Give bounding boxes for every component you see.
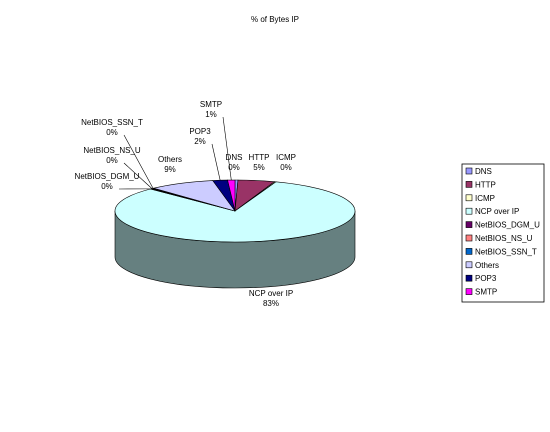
legend-label: NCP over IP [475, 207, 519, 216]
data-label-percent: 0% [280, 163, 292, 172]
data-label-name: Others [158, 155, 182, 164]
legend-swatch [465, 234, 473, 242]
legend-swatch [465, 248, 473, 255]
legend-item-ncp-over-ip: NCP over IP [465, 207, 519, 216]
legend-swatch [465, 207, 473, 215]
leader-line-netbios-ns-u [123, 162, 153, 189]
legend: DNS HTTP ICMP NCP over IP NetBIOS_DGM_U NetBI… [461, 163, 545, 303]
data-label-netbios-ssn-t: NetBIOS_SSN_T0% [81, 118, 154, 189]
data-label-percent: 83% [263, 299, 279, 308]
legend-label: NetBIOS_NS_U [475, 234, 533, 243]
data-label-name: NetBIOS_SSN_T [81, 118, 143, 127]
legend-swatch [465, 167, 473, 175]
pie-slice-smtp [227, 179, 236, 212]
data-label-name: POP3 [189, 127, 211, 136]
leader-line-netbios-ssn-t [123, 134, 154, 189]
leader-line-smtp [222, 116, 232, 181]
leader-line-pop3 [211, 143, 221, 181]
data-label-percent: 0% [101, 182, 113, 191]
pie-layer [114, 179, 356, 289]
legend-box [461, 163, 545, 303]
legend-item-pop3: POP3 [465, 274, 497, 283]
legend-label: DNS [475, 167, 492, 176]
chart-title: % of Bytes IP [251, 15, 299, 24]
data-label-name: DNS [226, 153, 243, 162]
data-label-name: SMTP [200, 100, 222, 109]
legend-label: ICMP [475, 194, 495, 203]
data-label-percent: 1% [205, 110, 217, 119]
data-label-name: NCP over IP [249, 289, 293, 298]
legend-label: SMTP [475, 288, 497, 297]
data-label-percent: 0% [106, 128, 118, 137]
legend-item-smtp: SMTP [465, 288, 497, 297]
data-label-percent: 0% [106, 156, 118, 165]
legend-item-icmp: ICMP [465, 194, 495, 203]
legend-label: HTTP [475, 180, 496, 189]
legend-label: Others [475, 261, 499, 270]
data-label-percent: 2% [194, 137, 206, 146]
data-label-netbios-ns-u: NetBIOS_NS_U0% [83, 146, 153, 189]
legend-label: NetBIOS_SSN_T [475, 247, 537, 256]
legend-swatch [465, 261, 473, 269]
legend-item-http: HTTP [465, 180, 496, 189]
legend-item-netbios-ssn-t: NetBIOS_SSN_T [465, 247, 537, 256]
data-label-percent: 9% [164, 165, 176, 174]
data-label-name: NetBIOS_DGM_U [75, 172, 140, 181]
data-label-netbios-dgm-u: NetBIOS_DGM_U0% [75, 172, 151, 191]
data-label-name: ICMP [276, 153, 296, 162]
legend-swatch [465, 221, 473, 228]
legend-swatch [465, 194, 473, 202]
legend-swatch [465, 274, 473, 282]
data-label-name: HTTP [249, 153, 270, 162]
data-label-percent: 0% [228, 163, 240, 172]
legend-item-dns: DNS [465, 167, 492, 176]
data-label-percent: 5% [253, 163, 265, 172]
pie-slice-ncp-over-ip [114, 181, 356, 243]
legend-swatch [465, 181, 473, 188]
legend-label: POP3 [475, 274, 497, 283]
legend-item-netbios-dgm-u: NetBIOS_DGM_U [465, 221, 540, 230]
legend-item-others: Others [465, 261, 499, 270]
legend-item-netbios-ns-u: NetBIOS_NS_U [465, 234, 533, 243]
legend-swatch [465, 288, 473, 295]
data-label-name: NetBIOS_NS_U [83, 146, 141, 155]
legend-label: NetBIOS_DGM_U [475, 221, 540, 230]
